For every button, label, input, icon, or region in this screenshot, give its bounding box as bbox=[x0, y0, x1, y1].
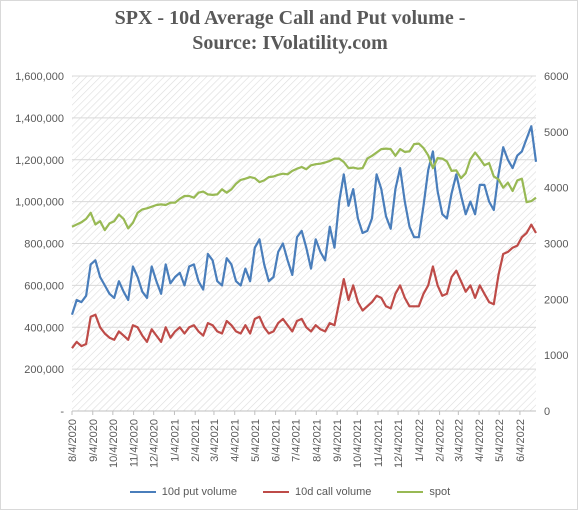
x-tick-label: 8/4/2020 bbox=[67, 419, 79, 462]
y-right-tick-label: 1000 bbox=[544, 350, 568, 362]
y-left-tick-label: 200,000 bbox=[24, 364, 64, 376]
chart-title-line-2: Source: IVolatility.com bbox=[192, 32, 388, 54]
x-tick-label: 2/4/2021 bbox=[190, 419, 202, 462]
left-axis: - 200,000 400,000 600,000 800,000 1,000,000 1,… bbox=[15, 71, 64, 418]
series-line-10d-call-volume bbox=[71, 223, 537, 349]
legend-swatch-spot bbox=[397, 491, 424, 493]
y-left-tick-label: - bbox=[60, 406, 64, 418]
y-right-tick-label: 2000 bbox=[544, 294, 568, 306]
x-tick-label: 12/4/2020 bbox=[149, 419, 161, 468]
series-layer bbox=[70, 125, 538, 349]
right-axis: 0 1000 2000 3000 4000 5000 6000 bbox=[544, 71, 568, 418]
y-right-tick-label: 5000 bbox=[544, 127, 568, 139]
y-right-tick-label: 4000 bbox=[544, 183, 568, 195]
chart-title-line-1: SPX - 10d Average Call and Put volume - bbox=[114, 7, 466, 29]
x-tick-label: 9/4/2021 bbox=[332, 419, 344, 462]
legend-item-call-volume: 10d call volume bbox=[262, 486, 372, 498]
x-tick-label: 4/4/2022 bbox=[474, 419, 486, 462]
legend-swatch-call-volume bbox=[262, 491, 289, 493]
legend-label-spot: spot bbox=[429, 486, 451, 498]
x-tick-label: 6/4/2022 bbox=[515, 419, 527, 462]
y-left-tick-label: 1,200,000 bbox=[15, 155, 64, 167]
legend-swatch-put-volume bbox=[129, 491, 156, 493]
x-tick-label: 5/4/2022 bbox=[494, 419, 506, 462]
legend-item-spot: spot bbox=[397, 486, 450, 498]
x-tick-label: 8/4/2021 bbox=[311, 419, 323, 462]
x-tick-label: 2/4/2022 bbox=[435, 419, 447, 462]
series-line-10d-put-volume bbox=[70, 125, 538, 316]
y-left-tick-label: 800,000 bbox=[24, 239, 64, 251]
x-tick-label: 5/4/2021 bbox=[250, 419, 262, 462]
x-tick-label: 12/4/2021 bbox=[393, 419, 405, 468]
legend: 10d put volume 10d call volume spot bbox=[0, 486, 580, 498]
y-left-tick-label: 600,000 bbox=[24, 280, 64, 292]
x-tick-label: 7/4/2021 bbox=[291, 419, 303, 462]
chart-title: SPX - 10d Average Call and Put volume - … bbox=[0, 6, 580, 56]
legend-item-put-volume: 10d put volume bbox=[129, 486, 237, 498]
x-tick-label: 1/4/2022 bbox=[414, 419, 426, 462]
x-tick-label: 4/4/2021 bbox=[230, 419, 242, 462]
x-tick-label: 6/4/2021 bbox=[271, 419, 283, 462]
y-left-tick-label: 1,000,000 bbox=[15, 197, 64, 209]
x-axis: 8/4/2020 9/4/2020 10/4/2020 11/4/2020 12/4/2… bbox=[67, 410, 536, 468]
y-right-tick-label: 6000 bbox=[544, 71, 568, 83]
x-tick-label: 9/4/2020 bbox=[88, 419, 100, 462]
legend-label-call-volume: 10d call volume bbox=[294, 486, 372, 498]
x-tick-label: 10/4/2020 bbox=[108, 419, 120, 468]
y-left-tick-label: 400,000 bbox=[24, 322, 64, 334]
series-line-spot bbox=[71, 142, 537, 232]
x-tick-label: 11/4/2021 bbox=[373, 419, 385, 467]
y-right-tick-label: 0 bbox=[544, 406, 550, 418]
x-tick-label: 3/4/2022 bbox=[453, 419, 465, 462]
y-left-tick-label: 1,600,000 bbox=[15, 71, 64, 83]
x-tick-label: 1/4/2021 bbox=[169, 419, 181, 462]
x-tick-label: 10/4/2021 bbox=[352, 419, 364, 468]
y-left-tick-label: 1,400,000 bbox=[15, 113, 64, 125]
x-tick-label: 3/4/2021 bbox=[209, 419, 221, 462]
legend-label-put-volume: 10d put volume bbox=[161, 486, 237, 498]
y-right-tick-label: 3000 bbox=[544, 239, 568, 251]
x-tick-label: 11/4/2020 bbox=[129, 419, 141, 467]
